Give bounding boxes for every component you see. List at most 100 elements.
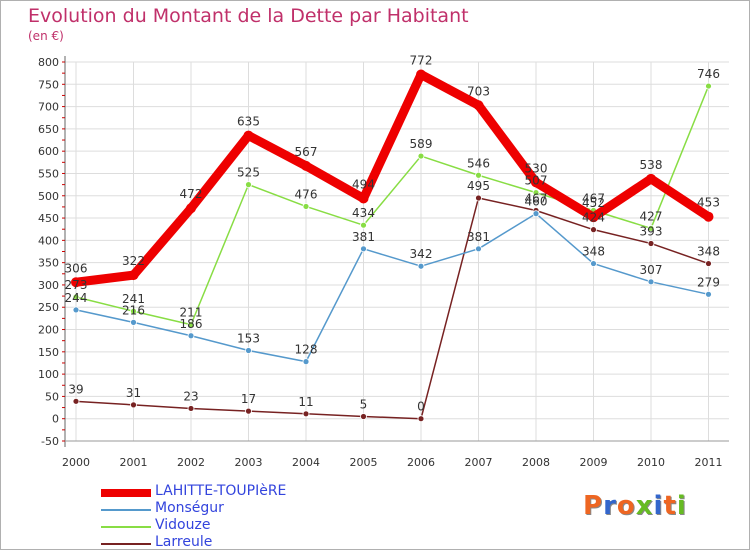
data-point bbox=[703, 211, 714, 222]
y-tick-label: 250 bbox=[38, 301, 59, 314]
x-tick-label: 2009 bbox=[580, 456, 608, 469]
chart-title: Evolution du Montant de la Dette par Hab… bbox=[28, 5, 469, 27]
data-label: 495 bbox=[467, 179, 490, 193]
x-tick-label: 2004 bbox=[292, 456, 320, 469]
data-label: 342 bbox=[410, 247, 433, 261]
data-point bbox=[532, 210, 540, 218]
y-tick-label: 600 bbox=[38, 145, 59, 158]
data-label: 381 bbox=[467, 230, 490, 244]
data-point bbox=[417, 152, 425, 160]
data-label: 427 bbox=[640, 209, 663, 223]
series-line-1 bbox=[75, 212, 710, 363]
data-label: 128 bbox=[295, 343, 318, 357]
x-tick-label: 2007 bbox=[465, 456, 493, 469]
data-point bbox=[245, 181, 252, 189]
data-label: 746 bbox=[697, 67, 720, 81]
data-label: 241 bbox=[122, 292, 145, 306]
data-point bbox=[130, 401, 137, 409]
data-point bbox=[646, 173, 656, 184]
data-label: 216 bbox=[122, 303, 145, 317]
y-tick-label: 50 bbox=[45, 390, 59, 403]
data-label: 467 bbox=[525, 191, 548, 205]
data-point bbox=[186, 203, 196, 214]
data-point bbox=[360, 245, 367, 253]
data-label: 5 bbox=[360, 397, 368, 411]
logo-letter: r bbox=[603, 491, 617, 521]
data-label: 186 bbox=[180, 317, 203, 331]
data-point bbox=[245, 347, 252, 354]
logo-letter: P bbox=[583, 491, 604, 521]
data-point bbox=[243, 130, 254, 141]
data-point bbox=[71, 277, 81, 288]
x-tick-label: 2008 bbox=[522, 456, 550, 469]
data-point bbox=[475, 171, 482, 179]
logo-letter: i bbox=[653, 491, 664, 521]
data-label: 307 bbox=[640, 263, 663, 277]
data-point bbox=[705, 290, 712, 298]
logo-letter: t bbox=[663, 491, 677, 521]
data-label: 538 bbox=[640, 158, 663, 172]
data-point bbox=[245, 407, 252, 415]
x-tick-label: 2001 bbox=[120, 456, 148, 469]
data-point bbox=[358, 193, 369, 204]
data-label: 211 bbox=[180, 306, 203, 320]
y-tick-label: 400 bbox=[38, 234, 59, 247]
data-point bbox=[590, 260, 597, 267]
data-point bbox=[187, 405, 195, 412]
data-label: 11 bbox=[298, 395, 313, 409]
data-point bbox=[705, 82, 712, 90]
x-tick-label: 2002 bbox=[177, 456, 205, 469]
legend-swatch bbox=[101, 509, 151, 511]
data-point bbox=[72, 397, 80, 405]
y-tick-label: 300 bbox=[38, 279, 59, 292]
data-point bbox=[360, 221, 367, 229]
data-label: 393 bbox=[640, 224, 663, 238]
data-label: 17 bbox=[241, 392, 256, 406]
data-label: 453 bbox=[697, 196, 720, 210]
data-point bbox=[130, 318, 137, 326]
data-label: 567 bbox=[295, 145, 318, 159]
legend-swatch bbox=[101, 543, 151, 545]
logo-letter: x bbox=[635, 491, 654, 521]
data-point bbox=[187, 332, 195, 340]
x-tick-label: 2005 bbox=[350, 456, 378, 469]
data-point bbox=[590, 226, 597, 234]
y-tick-label: 700 bbox=[38, 101, 59, 114]
legend-label: Monségur bbox=[155, 500, 224, 516]
data-point bbox=[647, 278, 655, 286]
data-point bbox=[588, 212, 599, 223]
x-tick-label: 2006 bbox=[407, 456, 435, 469]
y-tick-label: 100 bbox=[38, 368, 59, 381]
data-point bbox=[417, 415, 425, 423]
data-label: 476 bbox=[295, 187, 318, 201]
data-label: 589 bbox=[410, 137, 433, 151]
data-label: 424 bbox=[582, 211, 605, 225]
logo-letter: o bbox=[616, 491, 636, 521]
y-tick-label: 750 bbox=[38, 78, 59, 91]
data-point bbox=[531, 177, 541, 188]
data-label: 279 bbox=[697, 275, 720, 289]
data-label: 39 bbox=[68, 382, 83, 396]
data-point bbox=[128, 270, 139, 281]
y-tick-label: 500 bbox=[38, 190, 59, 203]
data-point bbox=[72, 293, 80, 301]
chart-subtitle: (en €) bbox=[28, 29, 64, 43]
data-point bbox=[187, 321, 195, 329]
data-label: 772 bbox=[410, 53, 433, 67]
data-label: 434 bbox=[352, 206, 375, 220]
y-tick-label: 350 bbox=[38, 257, 59, 270]
legend-label: Vidouze bbox=[155, 517, 211, 533]
data-label: 306 bbox=[65, 261, 88, 275]
data-label: 460 bbox=[525, 195, 548, 209]
legend-label: Larreule bbox=[155, 534, 213, 550]
data-point bbox=[302, 410, 310, 418]
data-label: 494 bbox=[352, 177, 375, 191]
proxiti-logo: Proxiti bbox=[583, 491, 687, 521]
data-point bbox=[647, 240, 655, 247]
data-point bbox=[72, 306, 80, 314]
data-label: 153 bbox=[237, 331, 260, 345]
x-tick-label: 2000 bbox=[62, 456, 90, 469]
series-line-0 bbox=[71, 69, 713, 287]
data-label: 322 bbox=[122, 254, 145, 268]
y-tick-label: 150 bbox=[38, 346, 59, 359]
